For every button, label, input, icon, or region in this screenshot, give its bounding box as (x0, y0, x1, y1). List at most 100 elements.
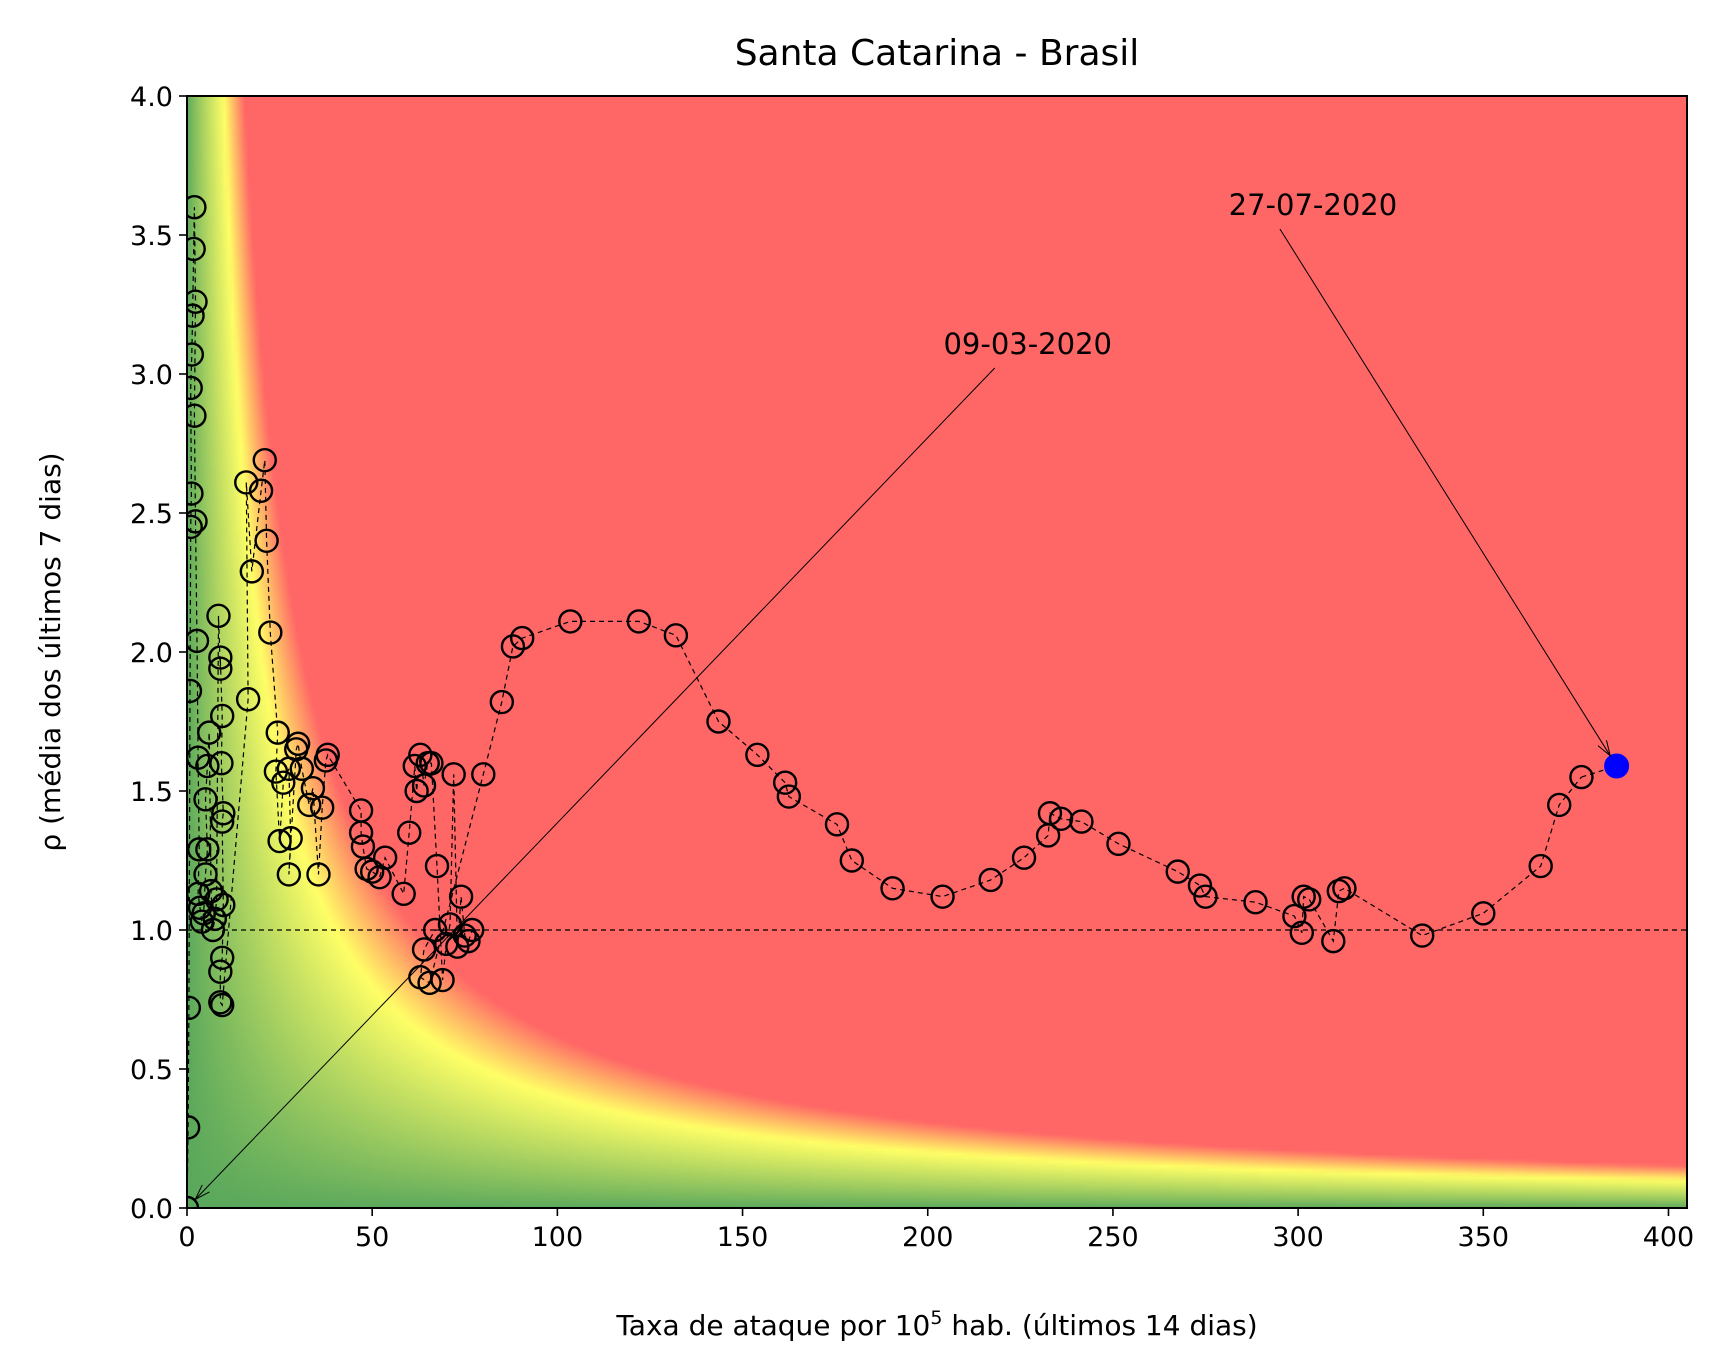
data-point (1321, 928, 1346, 954)
data-point (289, 756, 315, 781)
data-point (248, 478, 274, 503)
y-tick-label: 0.0 (130, 1194, 173, 1225)
y-tick-label: 3.5 (130, 221, 173, 252)
data-point (239, 559, 265, 584)
data-point (1106, 831, 1131, 857)
y-tick-label: 1.5 (130, 777, 173, 808)
data-point (297, 792, 322, 818)
data-point (452, 923, 477, 948)
data-point (195, 753, 220, 779)
annotation-label: 09-03-2020 (943, 327, 1112, 361)
data-point (235, 687, 261, 712)
chart-title: Santa Catarina - Brasil (735, 33, 1140, 74)
x-tick-label: 100 (532, 1222, 584, 1253)
annotation-arrowhead (1597, 740, 1612, 758)
x-tick-label: 50 (355, 1222, 389, 1253)
data-point (1297, 887, 1322, 912)
data-point (1471, 901, 1496, 926)
data-point (209, 809, 235, 834)
data-point (626, 609, 652, 634)
data-point (209, 945, 235, 970)
x-axis-label: Taxa de ataque por 105 hab. (últimos 14 … (615, 1307, 1257, 1342)
data-point (209, 703, 235, 729)
data-point (706, 709, 731, 734)
data-point (187, 481, 204, 506)
x-tick-label: 350 (1458, 1222, 1510, 1253)
data-point (267, 828, 292, 854)
data-point (1289, 920, 1315, 945)
data-point (776, 784, 802, 809)
data-point (193, 862, 218, 887)
data-point (663, 623, 689, 648)
data-point (348, 820, 374, 845)
data-point (276, 862, 302, 887)
data-point (187, 195, 207, 220)
data-point (211, 801, 236, 826)
data-point (1069, 809, 1094, 834)
data-point (208, 959, 233, 984)
data-point (459, 917, 485, 943)
data-point (187, 236, 206, 262)
data-point (1243, 890, 1268, 915)
data-point (208, 645, 233, 670)
data-point (265, 720, 290, 745)
data-point (745, 742, 770, 768)
data-point (372, 845, 398, 870)
data-point (271, 770, 296, 795)
data-point (187, 303, 205, 328)
data-point (471, 762, 496, 787)
data-point (197, 720, 222, 745)
data-point (306, 862, 331, 887)
data-point (456, 928, 481, 954)
data-point (880, 876, 905, 901)
data-point (391, 881, 416, 907)
data-point (441, 762, 466, 787)
data-point (417, 970, 442, 996)
y-tick-label: 2.5 (130, 499, 173, 530)
x-tick-label: 150 (717, 1222, 769, 1253)
data-point (211, 892, 236, 918)
y-tick-label: 1.0 (130, 916, 173, 947)
data-point (1193, 884, 1218, 909)
data-point (193, 787, 218, 812)
data-point (187, 1115, 201, 1140)
data-point (234, 470, 259, 495)
y-tick-label: 4.0 (130, 82, 173, 113)
data-point (187, 342, 205, 367)
data-point (558, 609, 583, 634)
data-point (424, 853, 450, 879)
trajectory-line (187, 207, 1582, 1208)
data-point (1528, 853, 1553, 879)
data-point (187, 995, 202, 1021)
data-point (252, 447, 277, 473)
data-point (500, 634, 526, 659)
data-point (209, 992, 235, 1018)
data-point (978, 867, 1003, 893)
data-point (1011, 845, 1037, 870)
data-point (489, 689, 515, 715)
data-point (206, 603, 231, 629)
data-point (208, 990, 233, 1015)
annotation-arrowhead (194, 1184, 210, 1201)
data-point (187, 289, 208, 314)
data-point (1282, 903, 1307, 929)
data-point (509, 625, 535, 651)
data-point (404, 778, 429, 804)
y-tick-label: 3.0 (130, 360, 173, 391)
x-tick-label: 400 (1643, 1222, 1695, 1253)
data-point (1037, 801, 1063, 826)
data-point (187, 837, 212, 862)
data-point (419, 751, 444, 776)
annotation-arrow (194, 367, 996, 1200)
annotation-label: 27-07-2020 (1229, 188, 1398, 222)
data-point (839, 848, 865, 873)
data-point (1332, 876, 1357, 901)
current-point (1604, 753, 1630, 779)
data-point (1165, 859, 1190, 884)
data-point (397, 820, 422, 845)
data-point (402, 753, 427, 779)
data-point (187, 628, 210, 654)
y-tick-label: 0.5 (130, 1055, 173, 1086)
data-point (209, 751, 234, 776)
